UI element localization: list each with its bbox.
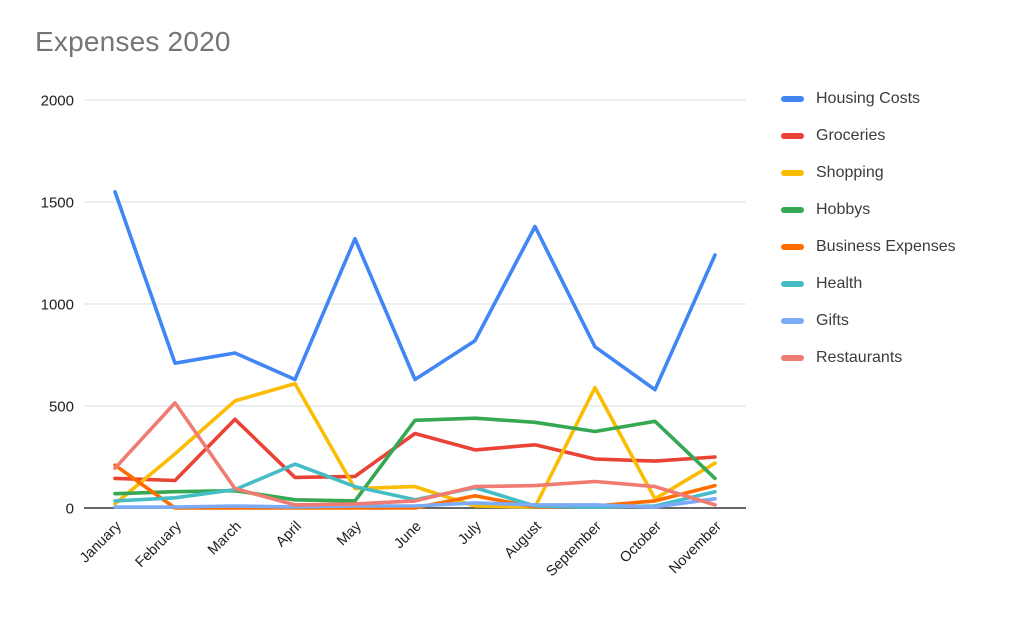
series-line-housing-costs — [113, 190, 717, 392]
x-axis-month-label: October — [617, 518, 665, 566]
y-axis-tick-label: 0 — [66, 501, 74, 518]
legend-label: Groceries — [816, 126, 886, 144]
chart-title: Expenses 2020 — [35, 26, 231, 57]
legend-label: Gifts — [816, 311, 849, 329]
x-axis-month-label: January — [77, 518, 125, 566]
legend-item-restaurants: Restaurants — [781, 347, 1021, 368]
series-line-restaurants — [113, 401, 717, 507]
legend-item-hobbys: Hobbys — [781, 199, 1021, 220]
x-axis-month-label: September — [543, 518, 605, 580]
legend-item-gifts: Gifts — [781, 310, 1021, 331]
x-axis-month-label: May — [334, 518, 365, 549]
legend-swatch-icon — [781, 206, 804, 213]
legend-label: Shopping — [816, 163, 884, 181]
legend-item-groceries: Groceries — [781, 125, 1021, 146]
legend-label: Restaurants — [816, 348, 903, 366]
legend-swatch-icon — [781, 95, 804, 102]
legend-label: Hobbys — [816, 200, 871, 218]
legend-swatch-icon — [781, 280, 804, 287]
y-axis-tick-label: 500 — [49, 399, 74, 416]
x-axis-month-label: June — [391, 519, 425, 553]
legend-swatch-icon — [781, 317, 804, 324]
legend-swatch-icon — [781, 169, 804, 176]
legend-swatch-icon — [781, 132, 804, 139]
x-axis-month-label: April — [273, 519, 305, 551]
y-axis-tick-label: 2000 — [41, 93, 74, 110]
legend-label: Business Expenses — [816, 237, 956, 255]
legend-item-health: Health — [781, 273, 1021, 294]
legend-label: Health — [816, 274, 863, 292]
legend-item-housing-costs: Housing Costs — [781, 88, 1021, 109]
x-axis-month-label: February — [132, 518, 185, 571]
series-line-shopping — [113, 381, 717, 509]
series-line-gifts — [113, 496, 717, 509]
y-axis-tick-label: 1500 — [41, 195, 74, 212]
legend-item-shopping: Shopping — [781, 162, 1021, 183]
legend-swatch-icon — [781, 243, 804, 250]
legend-label: Housing Costs — [816, 89, 921, 107]
chart-legend: Housing Costs Groceries Shopping Hobbys Busi… — [781, 88, 1021, 384]
legend-item-business-expenses: Business Expenses — [781, 236, 1021, 257]
legend-swatch-icon — [781, 354, 804, 361]
x-axis-month-label: March — [205, 519, 245, 559]
x-axis-month-label: August — [502, 519, 545, 562]
x-axis-month-label: July — [455, 518, 485, 548]
series-line-groceries — [113, 417, 717, 483]
x-axis-month-label: November — [666, 518, 725, 577]
y-axis-tick-label: 1000 — [41, 297, 74, 314]
